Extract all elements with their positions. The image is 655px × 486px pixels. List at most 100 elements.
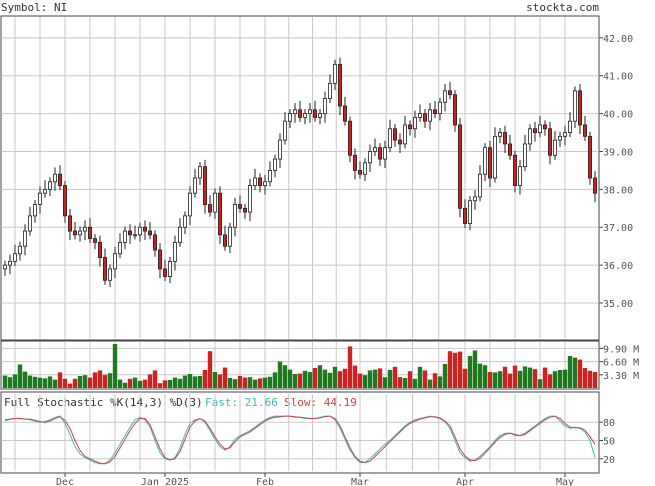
candle-down bbox=[407, 124, 412, 130]
candle-up bbox=[382, 147, 387, 160]
stochastic-tick-label: 20 bbox=[603, 455, 615, 466]
candle-up bbox=[437, 101, 442, 114]
candle-up bbox=[472, 196, 477, 202]
volume-bar bbox=[517, 370, 523, 388]
candle-up bbox=[292, 109, 297, 115]
volume-bar bbox=[567, 356, 573, 388]
volume-bar bbox=[507, 373, 513, 388]
candle-down bbox=[487, 147, 492, 179]
volume-bar bbox=[72, 378, 78, 388]
candle-up bbox=[197, 166, 202, 179]
volume-bar bbox=[292, 374, 298, 388]
price-tick-label: 41.00 bbox=[603, 72, 633, 83]
volume-bar bbox=[497, 371, 503, 388]
volume-bar bbox=[317, 365, 323, 388]
volume-bar bbox=[347, 346, 353, 388]
candle-down bbox=[312, 109, 317, 118]
volume-bar bbox=[527, 367, 533, 388]
candle-down bbox=[257, 177, 262, 186]
volume-bar bbox=[432, 373, 438, 388]
stochastic-tick-label: 80 bbox=[603, 418, 615, 429]
candle-up bbox=[412, 116, 417, 130]
volume-bar bbox=[127, 378, 133, 388]
candle-down bbox=[217, 192, 222, 236]
candle-up bbox=[48, 181, 53, 190]
price-tick-label: 35.00 bbox=[603, 299, 633, 310]
volume-bar bbox=[547, 374, 553, 388]
volume-bar bbox=[582, 368, 588, 388]
candle-up bbox=[492, 135, 497, 179]
candle-up bbox=[132, 234, 137, 237]
volume-bar bbox=[132, 377, 138, 388]
volume-bar bbox=[57, 372, 63, 388]
volume-bar bbox=[177, 378, 183, 388]
stochastic-tick-label: 50 bbox=[603, 437, 615, 448]
candle-down bbox=[352, 154, 357, 171]
volume-bar bbox=[482, 365, 488, 388]
volume-bar bbox=[27, 375, 33, 388]
stochastic-fast-label: Fast: 21.66 bbox=[205, 396, 278, 409]
volume-bar bbox=[542, 367, 548, 388]
candle-up bbox=[518, 166, 523, 186]
volume-bar bbox=[562, 369, 568, 388]
volume-bar bbox=[467, 356, 473, 388]
volume-bar bbox=[592, 372, 598, 388]
volume-bar bbox=[472, 350, 478, 388]
price-tick-label: 36.00 bbox=[603, 261, 633, 272]
candle-down bbox=[242, 207, 247, 213]
price-axis-ticks: 42.00 41.00 40.00 39.00 38.00 37.00 36.00 35.00 bbox=[599, 34, 633, 310]
volume-bar bbox=[357, 373, 363, 388]
volume-bar bbox=[142, 379, 148, 388]
price-tick-label: 37.00 bbox=[603, 223, 633, 234]
stochastic-slow-label: Slow: 44.19 bbox=[284, 396, 357, 409]
volume-bar bbox=[537, 379, 543, 388]
candle-up bbox=[12, 253, 17, 262]
x-axis-label: Mar bbox=[351, 477, 369, 486]
volume-bar bbox=[267, 376, 273, 388]
volume-bar bbox=[382, 377, 388, 388]
volume-bar bbox=[272, 372, 278, 388]
candle-down bbox=[588, 135, 593, 179]
volume-bar bbox=[67, 383, 73, 388]
volume-bar bbox=[167, 380, 173, 388]
brand-label[interactable]: stockta.com bbox=[526, 1, 599, 14]
volume-bar bbox=[117, 379, 123, 388]
candle-down bbox=[422, 113, 427, 122]
volume-bar bbox=[187, 374, 193, 388]
candle-up bbox=[467, 200, 472, 224]
candle-up bbox=[417, 113, 422, 118]
candle-up bbox=[558, 135, 563, 141]
candle-up bbox=[113, 253, 118, 270]
candle-down bbox=[297, 109, 302, 118]
candle-down bbox=[392, 128, 397, 141]
candle-down bbox=[507, 143, 512, 156]
volume-bar bbox=[252, 379, 258, 388]
candle-up bbox=[27, 215, 32, 232]
volume-bar bbox=[77, 376, 83, 388]
candle-down bbox=[207, 204, 212, 213]
candle-down bbox=[58, 173, 63, 186]
volume-bar bbox=[92, 372, 98, 388]
price-panel-frame bbox=[0, 15, 600, 341]
volume-bar bbox=[397, 377, 403, 388]
candle-up bbox=[442, 90, 447, 103]
candle-up bbox=[568, 120, 573, 133]
candle-up bbox=[7, 260, 12, 266]
volume-bar bbox=[197, 376, 203, 388]
candle-down bbox=[68, 215, 73, 232]
candle-up bbox=[387, 128, 392, 149]
candle-down bbox=[342, 105, 347, 122]
candle-up bbox=[43, 188, 48, 194]
volume-bar bbox=[22, 371, 28, 388]
volume-bar bbox=[327, 372, 333, 388]
volume-bar bbox=[237, 376, 243, 388]
candle-up bbox=[427, 109, 432, 122]
volume-bar bbox=[87, 377, 93, 388]
symbol-label: Symbol: NI bbox=[1, 1, 67, 14]
volume-bar bbox=[557, 370, 563, 388]
volume-bar bbox=[322, 369, 328, 388]
volume-bar bbox=[182, 375, 188, 388]
candle-up bbox=[177, 226, 182, 243]
volume-bar bbox=[502, 366, 508, 388]
